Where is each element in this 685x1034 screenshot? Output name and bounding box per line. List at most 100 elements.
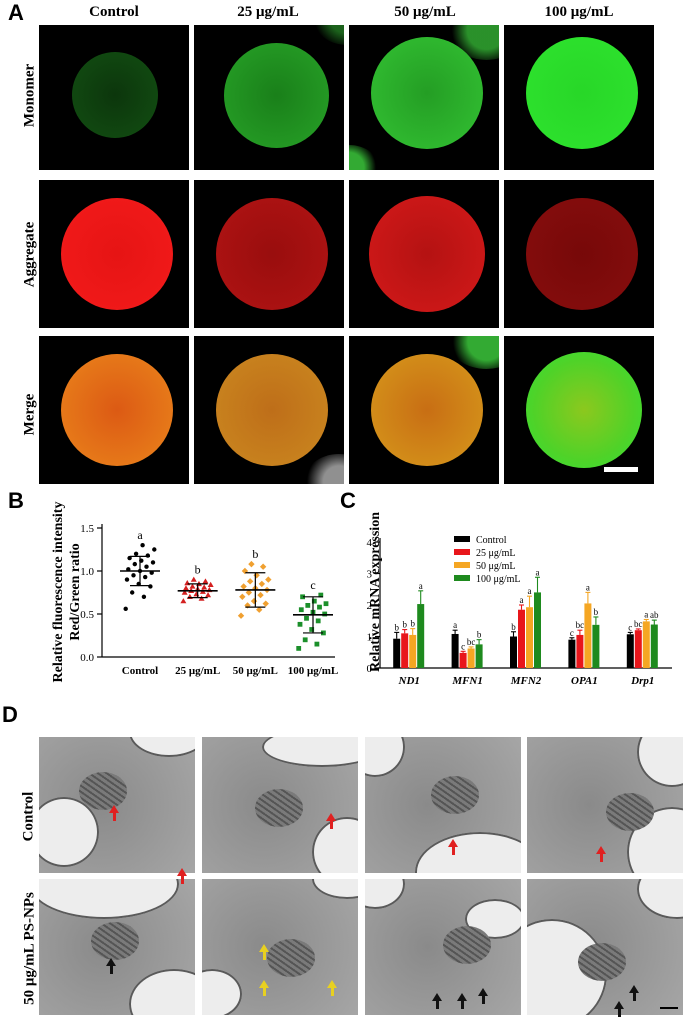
chart-c-bar bbox=[634, 630, 642, 668]
col-head-control: Control bbox=[89, 4, 139, 20]
arrow-marker bbox=[259, 980, 269, 988]
tem-mitochondrion bbox=[431, 776, 479, 814]
chart-c-letter: b bbox=[594, 607, 599, 617]
micrograph-monomer-50 bbox=[349, 25, 499, 170]
chart-c-letter: c bbox=[628, 622, 632, 632]
tem-vacuole bbox=[262, 737, 358, 767]
chart-c-letter: a bbox=[453, 620, 457, 630]
chart-c-xtick-label: ND1 bbox=[398, 675, 420, 687]
chart-c-xtick-label: MFN2 bbox=[510, 675, 542, 687]
chart-c-letter: a bbox=[419, 581, 423, 591]
tem-mitochondrion bbox=[443, 926, 491, 964]
chart-c-bar bbox=[510, 636, 517, 668]
micrograph-merge-50 bbox=[349, 336, 499, 484]
tem-vacuole bbox=[202, 969, 242, 1015]
chart-b-point bbox=[202, 578, 209, 584]
panel-c-label: C bbox=[340, 488, 356, 513]
panel-b-label: B bbox=[8, 488, 24, 513]
chart-c-ytick-label: 0 bbox=[367, 663, 373, 675]
chart-b-point bbox=[317, 604, 322, 610]
col-head-50: 50 μg/mL bbox=[394, 4, 456, 20]
chart-c-legend-swatch bbox=[454, 549, 470, 555]
arrow-marker bbox=[259, 944, 269, 952]
chart-b-xtick-label: 50 μg/mL bbox=[233, 665, 278, 677]
tem-micrograph bbox=[202, 737, 358, 873]
chart-c-bar bbox=[650, 624, 658, 668]
row-label-monomer: Monomer bbox=[21, 63, 38, 128]
chart-c-bar bbox=[451, 633, 459, 668]
tem-vacuole bbox=[312, 817, 358, 873]
chart-b-point bbox=[180, 598, 187, 604]
micrograph-monomer-100 bbox=[504, 25, 654, 170]
chart-c-legend-label: Control bbox=[476, 535, 507, 546]
chart-c-ytick-label: 3 bbox=[367, 569, 373, 581]
tem-vacuole bbox=[39, 879, 179, 919]
row-label-control-tem: Control bbox=[20, 791, 37, 842]
arrow-marker bbox=[326, 813, 336, 821]
tem-vacuole bbox=[365, 737, 405, 777]
chart-c-legend-swatch bbox=[454, 575, 470, 581]
chart-c-letter: a bbox=[520, 595, 524, 605]
chart-b-point bbox=[237, 612, 245, 619]
arrow-stem bbox=[109, 966, 113, 974]
col-head-25: 25 μg/mL bbox=[237, 4, 299, 20]
arrow-marker bbox=[432, 993, 442, 1001]
chart-b-ytick-label: 1.0 bbox=[80, 566, 94, 578]
chart-b-point bbox=[298, 607, 304, 613]
chart-c-ylabel: Relative mRNA expression bbox=[368, 512, 383, 672]
arrow-stem bbox=[112, 813, 116, 821]
chart-b-point bbox=[130, 590, 135, 595]
chart-b-point bbox=[321, 630, 326, 636]
chart-b-point bbox=[262, 600, 269, 607]
tem-vacuole bbox=[129, 969, 195, 1015]
chart-b-letter: a bbox=[137, 528, 143, 542]
chart-b-point bbox=[265, 576, 272, 583]
chart-b-point bbox=[258, 580, 266, 588]
tem-mitochondrion bbox=[79, 772, 127, 810]
chart-c-letter: b bbox=[402, 620, 407, 630]
arrow-stem bbox=[617, 1009, 621, 1017]
tem-mitochondrion bbox=[606, 793, 654, 831]
chart-c-ytick-label: 4 bbox=[367, 537, 373, 549]
chart-c-legend-label: 25 μg/mL bbox=[476, 548, 516, 559]
chart-b-point bbox=[181, 589, 188, 595]
chart-b-point bbox=[240, 583, 247, 590]
chart-c-xtick-label: OPA1 bbox=[571, 675, 598, 687]
chart-b-point bbox=[190, 576, 197, 582]
arrow-marker bbox=[596, 846, 606, 854]
arrow-stem bbox=[451, 847, 455, 855]
chart-c-legend-label: 100 μg/mL bbox=[476, 574, 521, 585]
tem-mitochondrion bbox=[91, 922, 139, 960]
chart-c-letter: ab bbox=[650, 610, 659, 620]
tem-vacuole bbox=[39, 797, 99, 867]
chart-b-letter: b bbox=[252, 547, 258, 561]
micrograph-merge-control bbox=[39, 336, 189, 484]
micrograph-aggregate-50 bbox=[349, 180, 499, 328]
chart-b-point bbox=[246, 578, 254, 585]
chart-c-bar bbox=[584, 603, 592, 668]
chart-b-point bbox=[296, 646, 302, 651]
chart-b-point bbox=[315, 618, 321, 624]
chart-c-xtick-label: MFN1 bbox=[451, 675, 483, 687]
chart-c-bar bbox=[526, 607, 533, 668]
tem-micrograph bbox=[365, 737, 521, 873]
chart-c-svg: Relative mRNA expression 0 1 2 3 4 Control 25 … bbox=[367, 512, 672, 687]
arrow-stem bbox=[599, 854, 603, 862]
arrow-marker bbox=[109, 805, 119, 813]
micrograph-aggregate-100 bbox=[504, 180, 654, 328]
chart-c-bar bbox=[393, 638, 401, 668]
arrow-stem bbox=[460, 1001, 464, 1009]
chart-c-letter: b bbox=[410, 619, 415, 629]
tem-vacuole bbox=[415, 832, 521, 873]
chart-b-ylabel-2: Red/Green ratio bbox=[68, 543, 83, 640]
chart-b-ytick-label: 0.0 bbox=[80, 652, 94, 664]
chart-c-bar bbox=[401, 633, 409, 668]
chart-b-point bbox=[193, 591, 200, 597]
chart-b-point bbox=[133, 551, 139, 556]
chart-c-bar bbox=[409, 634, 417, 668]
chart-c-bar bbox=[518, 609, 525, 668]
chart-c-bar bbox=[642, 621, 650, 668]
chart-b-point bbox=[145, 553, 150, 558]
chart-b-point bbox=[297, 621, 303, 627]
chart-c-bar bbox=[475, 644, 483, 668]
